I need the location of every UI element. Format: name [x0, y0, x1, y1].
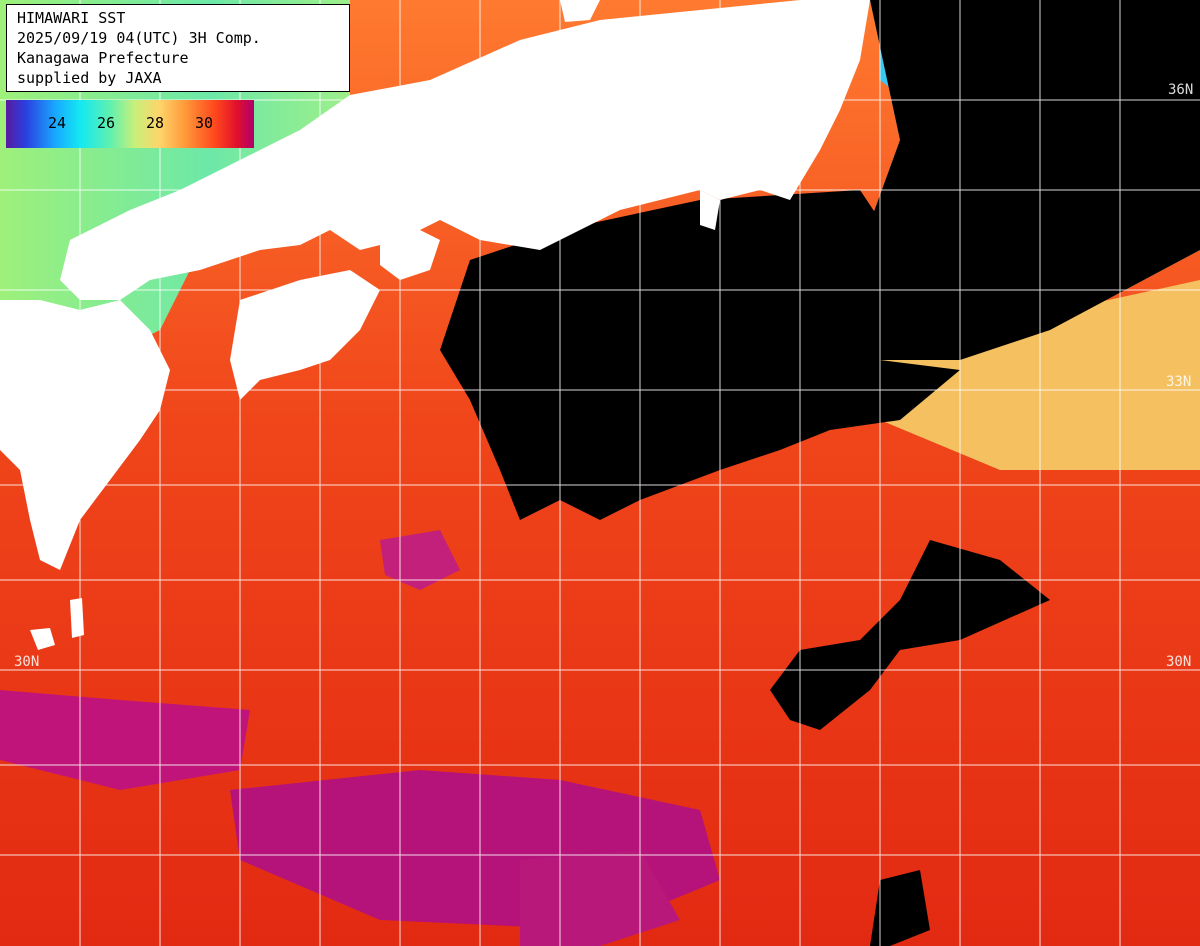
- lat-label-30n-left: 30N: [14, 654, 40, 670]
- info-datetime: 2025/09/19 04(UTC) 3H Comp.: [17, 29, 261, 47]
- colorbar-tick-26: 26: [96, 114, 116, 132]
- colorbar-tick-28: 28: [145, 114, 165, 132]
- cloud-mask-se: [870, 870, 930, 946]
- cloud-mask-ne2: [1000, 80, 1200, 250]
- lat-label-33n-right: 33N: [1166, 374, 1192, 390]
- colorbar-tick-30: 30: [194, 114, 214, 132]
- cloud-mask-central: [440, 190, 960, 520]
- cloud-mask-north: [350, 0, 1200, 360]
- cloud-mask-east: [770, 540, 1050, 730]
- land-tanegashima: [30, 628, 55, 650]
- color-scale-legend: 24 26 28 30: [6, 100, 254, 148]
- land-shikoku: [230, 270, 380, 400]
- land-honshu: [60, 0, 870, 300]
- info-supplier: supplied by JAXA: [17, 69, 162, 87]
- lat-label-33n-left: 33N: [12, 374, 38, 390]
- lat-label-30n-right: 30N: [1166, 654, 1192, 670]
- land-island-top: [560, 0, 600, 22]
- land-kyushu: [0, 300, 170, 570]
- info-prefecture: Kanagawa Prefecture: [17, 49, 189, 67]
- info-title: HIMAWARI SST: [17, 9, 126, 27]
- land-kii: [380, 230, 440, 280]
- info-box: HIMAWARI SST 2025/09/19 04(UTC) 3H Comp.…: [6, 4, 350, 92]
- colorbar-tick-24: 24: [47, 114, 67, 132]
- land-izu: [700, 190, 720, 230]
- land-yakushima: [70, 598, 84, 638]
- lat-label-36n-right: 36N: [1168, 82, 1194, 98]
